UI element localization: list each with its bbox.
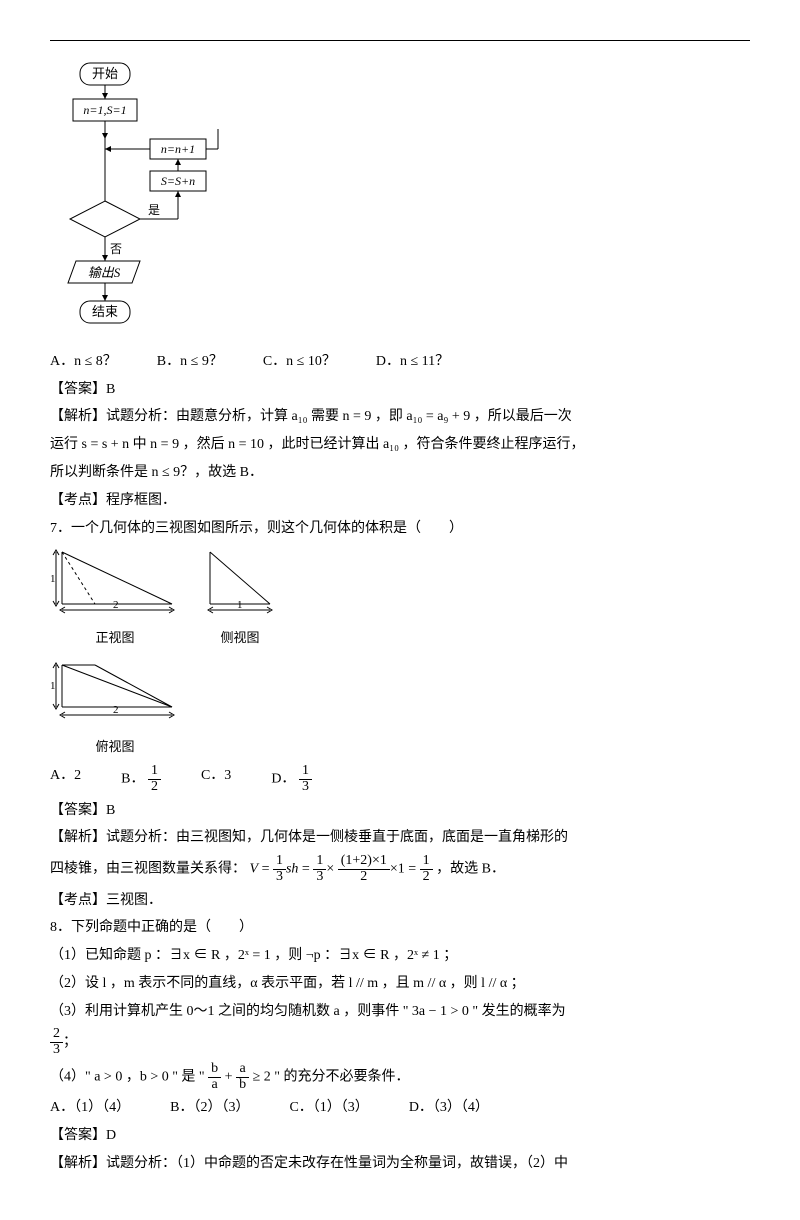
q7-views-row1: 1 2 正视图 1 侧视图 xyxy=(50,546,750,649)
q7-choices: A．2 B． 12 C．3 D． 13 xyxy=(50,764,750,794)
node-out: 输出S xyxy=(88,265,121,280)
side-view: 1 侧视图 xyxy=(200,546,280,649)
q7-answer: 【答案】B xyxy=(50,799,750,823)
front-view: 1 2 正视图 xyxy=(50,546,180,649)
q7-choice-a: A．2 xyxy=(50,764,81,794)
top-view-label: 俯视图 xyxy=(50,736,180,758)
q8-choice-a: A．（1）（4） xyxy=(50,1096,130,1120)
q7-views-row2: 2 1 俯视图 xyxy=(50,655,750,758)
q8-choice-c: C．（1）（3） xyxy=(289,1096,368,1120)
q6-choice-b: B．n ≤ 9？ xyxy=(157,350,223,374)
top-view: 2 1 俯视图 xyxy=(50,655,180,758)
node-start: 开始 xyxy=(92,66,118,81)
side-view-label: 侧视图 xyxy=(200,627,280,649)
svg-text:2: 2 xyxy=(113,704,119,716)
q8-choice-b: B．（2）（3） xyxy=(170,1096,249,1120)
page: 开始 n=1,S=1 n=n+1 S=S+n xyxy=(0,0,800,1220)
q6-choices: A．n ≤ 8？ B．n ≤ 9？ C．n ≤ 10？ D．n ≤ 11？ xyxy=(50,350,750,374)
node-init: n=1,S=1 xyxy=(83,103,126,117)
q7-stem: 7．一个几何体的三视图如图所示，则这个几何体的体积是（ ） xyxy=(50,517,750,541)
q8-explain: 【解析】试题分析：（1）中命题的否定未改存在性量词为全称量词，故错误，（2）中 xyxy=(50,1152,750,1176)
flowchart-svg: 开始 n=1,S=1 n=n+1 S=S+n xyxy=(50,61,250,331)
svg-text:2: 2 xyxy=(113,599,119,611)
q6-explain-2: 运行 s = s + n 中 n = 9 ，然后 n = 10 ，此时已经计算出… xyxy=(50,433,750,457)
q7-explain-1: 【解析】试题分析：由三视图知，几何体是一侧棱垂直于底面，底面是一直角梯形的 xyxy=(50,826,750,850)
q7-explain-2: 四棱锥，由三视图数量关系得： V = 13sh = 13× (1+2)×12×1… xyxy=(50,854,750,884)
q8-p3a: （3）利用计算机产生 0～1 之间的均匀随机数 a ，则事件 " 3a − 1 … xyxy=(50,1000,750,1024)
node-sum: S=S+n xyxy=(161,174,195,188)
q8-stem: 8．下列命题中正确的是（ ） xyxy=(50,916,750,940)
q8-answer: 【答案】D xyxy=(50,1124,750,1148)
q6-choice-d: D．n ≤ 11？ xyxy=(376,350,449,374)
node-end: 结束 xyxy=(92,304,118,319)
q6-answer: 【答案】B xyxy=(50,378,750,402)
svg-text:1: 1 xyxy=(50,680,56,692)
label-no: 否 xyxy=(110,242,122,256)
q8-choices: A．（1）（4） B．（2）（3） C．（1）（3） D．（3）（4） xyxy=(50,1096,750,1120)
q6-choice-c: C．n ≤ 10？ xyxy=(263,350,336,374)
q8-p2: （2）设 l ，m 表示不同的直线，α 表示平面，若 l // m ，且 m /… xyxy=(50,972,750,996)
q8-p4: （4）" a > 0 ，b > 0 " 是 " ba + ab ≥ 2 " 的充… xyxy=(50,1062,750,1092)
q7-choice-c: C．3 xyxy=(201,764,231,794)
q6-topic: 【考点】程序框图． xyxy=(50,489,750,513)
q6-explain-1: 【解析】试题分析：由题意分析，计算 a₁₀ 需要 n = 9 ，即 a₁₀ = … xyxy=(50,405,750,429)
svg-text:1: 1 xyxy=(50,573,56,585)
svg-text:1: 1 xyxy=(237,599,243,611)
q8-p1: （1）已知命题 p ：∃x ∈ R ，2ˣ = 1 ，则 ¬p ：∃x ∈ R … xyxy=(50,944,750,968)
q7-choice-d: D． 13 xyxy=(271,764,312,794)
label-yes: 是 xyxy=(148,203,160,217)
q7-choice-b: B． 12 xyxy=(121,764,161,794)
front-view-label: 正视图 xyxy=(50,627,180,649)
q6-explain-3: 所以判断条件是 n ≤ 9？，故选 B． xyxy=(50,461,750,485)
node-inc: n=n+1 xyxy=(161,142,195,156)
flowchart: 开始 n=1,S=1 n=n+1 S=S+n xyxy=(50,61,750,340)
q6-choice-a: A．n ≤ 8？ xyxy=(50,350,117,374)
q8-p3b: 23； xyxy=(50,1027,750,1057)
q8-choice-d: D．（3）（4） xyxy=(409,1096,489,1120)
top-rule xyxy=(50,40,750,41)
q7-topic: 【考点】三视图． xyxy=(50,889,750,913)
